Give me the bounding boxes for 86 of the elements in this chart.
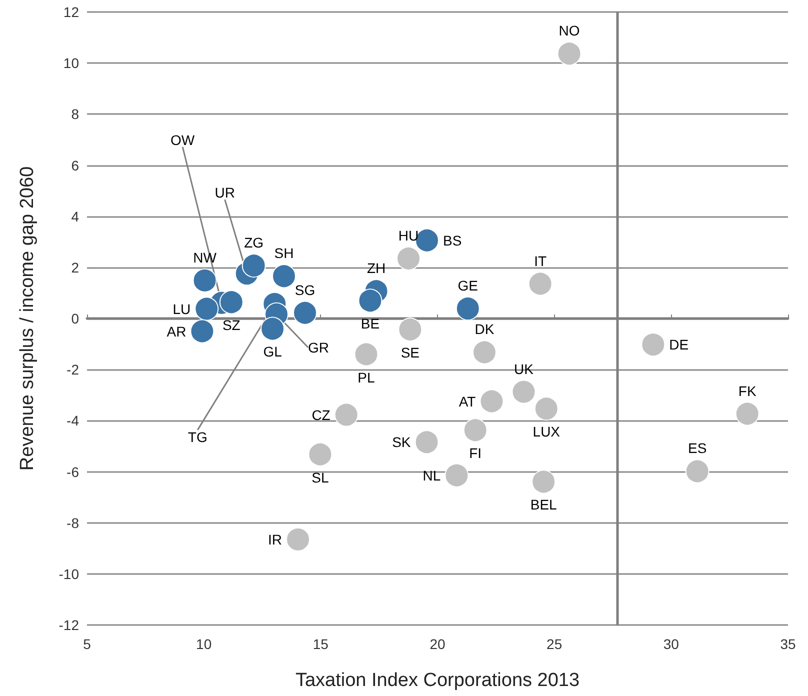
point: [358, 288, 382, 313]
data-label: BEL: [530, 496, 558, 513]
data-label: LU: [172, 300, 191, 317]
point: [354, 342, 378, 366]
point: [272, 264, 296, 288]
x-tick-label: 15: [312, 636, 329, 652]
data-label: FI: [469, 445, 482, 462]
data-label: OW: [170, 132, 196, 148]
point: [534, 396, 558, 421]
y-tick-label: -2: [66, 362, 80, 378]
data-label: ZH: [366, 260, 386, 276]
y-tick-label: 12: [63, 4, 80, 20]
point: [512, 380, 536, 404]
point: [396, 246, 421, 270]
point: [194, 296, 219, 321]
data-label: HU: [398, 227, 419, 244]
y-tick-label: 8: [71, 106, 80, 122]
point: [398, 317, 422, 342]
data-label: DE: [669, 336, 689, 353]
data-label: LUX: [532, 424, 561, 440]
data-label: PL: [358, 369, 376, 386]
data-label: GR: [308, 339, 330, 356]
data-label: IT: [534, 252, 547, 269]
point: [286, 527, 310, 552]
data-label: AR: [166, 323, 186, 340]
data-label: GL: [263, 344, 282, 360]
data-label: SZ: [222, 317, 241, 334]
y-tick-label: 6: [71, 157, 80, 174]
data-label: TG: [188, 428, 208, 445]
y-tick-label: -10: [58, 566, 80, 582]
y-tick-label: -4: [66, 412, 80, 429]
x-tick-label: 25: [546, 636, 562, 652]
data-label: NL: [422, 467, 441, 484]
point: [735, 402, 760, 426]
x-tick-label: 20: [430, 636, 446, 652]
point: [641, 332, 666, 357]
point: [557, 42, 582, 66]
point: [192, 268, 217, 292]
y-tick-label: 4: [71, 208, 80, 224]
point: [480, 389, 504, 414]
data-label: UR: [214, 184, 235, 201]
point: [472, 340, 496, 364]
point: [190, 319, 214, 344]
point: [293, 300, 318, 325]
y-tick-label: 10: [63, 55, 80, 72]
data-label: SH: [274, 245, 294, 262]
point: [414, 430, 439, 454]
point: [308, 442, 332, 466]
x-tick-label: 35: [780, 636, 796, 652]
data-label: GE: [458, 278, 478, 294]
x-tick-label: 10: [196, 636, 212, 652]
x-tick-label: 30: [663, 636, 680, 652]
data-label: DK: [474, 321, 495, 338]
data-label: BE: [360, 316, 380, 332]
x-tick-label: 5: [83, 636, 92, 652]
point: [334, 402, 358, 427]
point: [685, 459, 710, 484]
x-axis-title: Taxation Index Corporations 2013: [295, 670, 580, 691]
y-tick-label: -8: [66, 514, 80, 531]
y-axis-title: Revenue surplus / income gap 2060: [17, 166, 38, 471]
data-label: FK: [738, 382, 757, 399]
data-label: CZ: [312, 406, 331, 423]
data-label: ES: [688, 440, 707, 456]
data-label: SE: [400, 344, 420, 360]
data-label: AT: [458, 393, 476, 410]
data-label: ZG: [244, 234, 264, 251]
point: [444, 463, 469, 488]
point: [219, 290, 244, 314]
y-tick-label: 2: [71, 259, 80, 276]
data-label: IR: [268, 531, 282, 548]
data-label: SG: [294, 282, 316, 298]
data-label: NO: [558, 22, 580, 39]
data-label: NW: [193, 249, 218, 266]
data-label: UK: [514, 360, 534, 377]
point: [260, 316, 285, 341]
point: [463, 418, 488, 442]
point: [528, 272, 552, 296]
point: [532, 470, 556, 494]
data-label: SK: [392, 434, 412, 450]
data-label: BS: [442, 232, 462, 248]
y-tick-label: -6: [66, 464, 80, 480]
point: [456, 296, 480, 321]
y-tick-label: -12: [58, 617, 80, 633]
data-label: SL: [312, 469, 329, 486]
y-tick-label: 0: [71, 310, 80, 326]
point: [242, 254, 266, 278]
